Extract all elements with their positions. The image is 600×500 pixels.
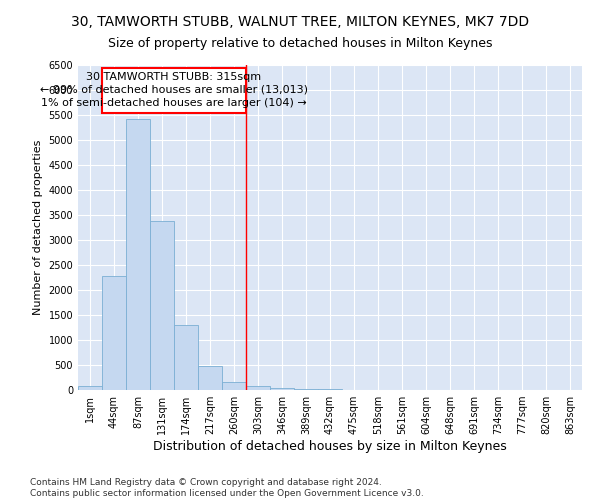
- Text: Size of property relative to detached houses in Milton Keynes: Size of property relative to detached ho…: [108, 38, 492, 51]
- Text: ← 99% of detached houses are smaller (13,013): ← 99% of detached houses are smaller (13…: [40, 85, 308, 95]
- Y-axis label: Number of detached properties: Number of detached properties: [33, 140, 43, 315]
- Bar: [150, 221, 174, 390]
- Bar: [126, 118, 150, 390]
- Bar: [246, 386, 270, 390]
- Bar: [198, 366, 222, 390]
- Bar: [102, 68, 246, 112]
- Text: Contains HM Land Registry data © Crown copyright and database right 2024.
Contai: Contains HM Land Registry data © Crown c…: [30, 478, 424, 498]
- Bar: [222, 382, 246, 390]
- Text: 30 TAMWORTH STUBB: 315sqm: 30 TAMWORTH STUBB: 315sqm: [86, 72, 262, 83]
- Text: 30, TAMWORTH STUBB, WALNUT TREE, MILTON KEYNES, MK7 7DD: 30, TAMWORTH STUBB, WALNUT TREE, MILTON …: [71, 15, 529, 29]
- Bar: [174, 324, 198, 390]
- Bar: [102, 276, 126, 390]
- X-axis label: Distribution of detached houses by size in Milton Keynes: Distribution of detached houses by size …: [153, 440, 507, 453]
- Bar: [318, 389, 342, 390]
- Bar: [294, 389, 318, 390]
- Bar: [270, 388, 294, 390]
- Bar: [78, 386, 102, 390]
- Text: 1% of semi-detached houses are larger (104) →: 1% of semi-detached houses are larger (1…: [41, 98, 307, 108]
